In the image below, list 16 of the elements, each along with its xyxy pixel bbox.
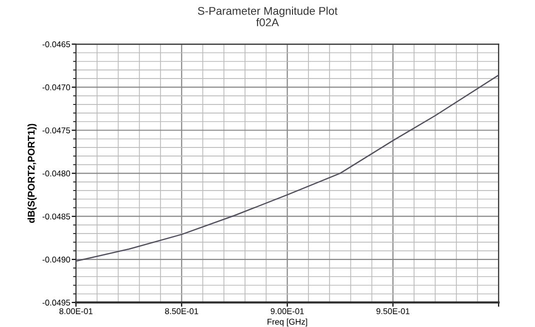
chart-title: S-Parameter Magnitude Plot: [198, 6, 338, 18]
x-tick-label: 9.50E-01: [376, 308, 410, 314]
x-tick-label: 9.00E-01: [270, 308, 304, 314]
chart-subtitle: f02A: [256, 18, 279, 26]
y-tick-label: -0.0495: [42, 300, 70, 306]
line-series: [76, 74, 499, 262]
x-tick-label: 8.50E-01: [165, 308, 198, 314]
x-tick-label: 8.00E-01: [59, 308, 92, 314]
y-tick-label: -0.0470: [42, 84, 70, 90]
y-axis-title: dB(S(PORT2,PORT1)): [28, 124, 37, 223]
y-tick-label: -0.0465: [42, 41, 70, 48]
y-tick-label: -0.0480: [42, 170, 70, 176]
y-tick-label: -0.0485: [42, 214, 70, 220]
y-tick-label: -0.0490: [42, 256, 70, 263]
x-axis-title: Freq [GHz]: [268, 318, 308, 326]
y-tick-label: -0.0475: [42, 127, 70, 134]
